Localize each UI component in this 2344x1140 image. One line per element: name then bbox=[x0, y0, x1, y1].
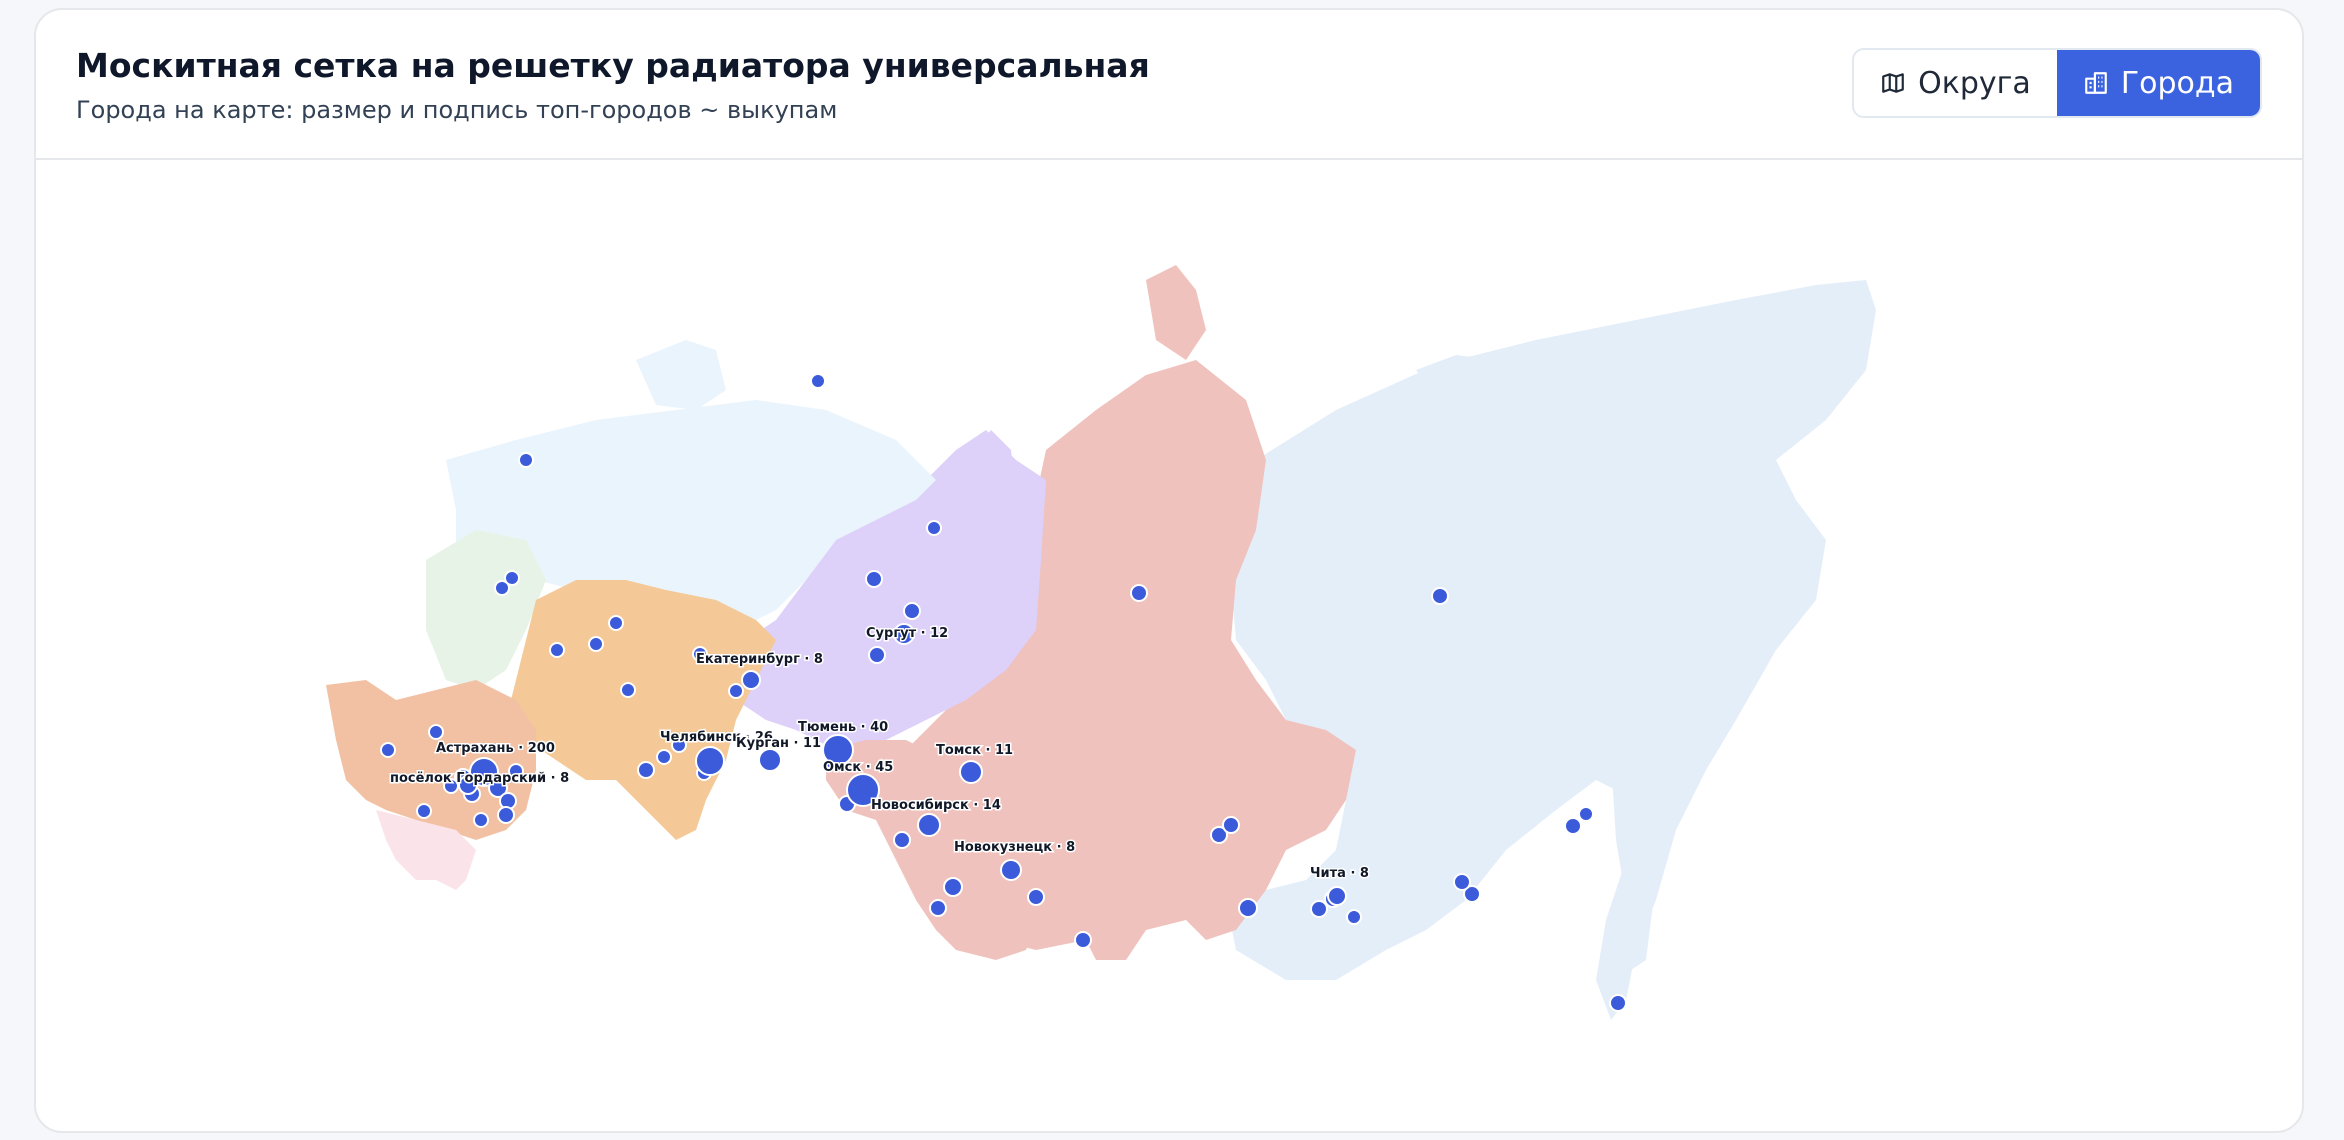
region-taymyr bbox=[1146, 265, 1206, 360]
view-toggle: Округа Города bbox=[1852, 48, 2262, 118]
city-label-tyumen: Тюмень · 40 bbox=[798, 720, 888, 735]
city-marker-chelyabinsk[interactable] bbox=[695, 746, 725, 776]
page-subtitle: Города на карте: размер и подпись топ-го… bbox=[76, 96, 838, 124]
city-marker[interactable] bbox=[1130, 584, 1148, 602]
city-marker[interactable] bbox=[929, 899, 947, 917]
city-label-chita: Чита · 8 bbox=[1310, 866, 1369, 881]
districts-button[interactable]: Округа bbox=[1854, 50, 2057, 116]
city-marker[interactable] bbox=[865, 570, 883, 588]
city-marker[interactable] bbox=[494, 580, 510, 596]
city-marker[interactable] bbox=[508, 763, 524, 779]
region-north-west bbox=[446, 400, 936, 630]
city-marker[interactable] bbox=[620, 682, 636, 698]
city-marker-ekaterinburg[interactable] bbox=[741, 670, 761, 690]
city-marker[interactable] bbox=[728, 683, 744, 699]
card-header: Москитная сетка на решетку радиатора уни… bbox=[36, 10, 2302, 160]
city-marker-novokuznetsk[interactable] bbox=[1000, 859, 1022, 881]
page-title: Москитная сетка на решетку радиатора уни… bbox=[76, 46, 1150, 85]
russia-map: Астрахань · 200 посёлок Гордарский · 8 Ека… bbox=[36, 160, 2302, 1131]
city-marker[interactable] bbox=[1609, 994, 1627, 1012]
city-marker-omsk[interactable] bbox=[846, 773, 880, 807]
region-kola bbox=[636, 340, 726, 410]
city-marker[interactable] bbox=[1222, 816, 1240, 834]
map-svg: Астрахань · 200 посёлок Гордарский · 8 Ека… bbox=[326, 265, 1876, 1020]
city-marker[interactable] bbox=[692, 646, 708, 662]
city-marker[interactable] bbox=[549, 642, 565, 658]
region-siberia-south bbox=[826, 740, 1046, 960]
city-marker[interactable] bbox=[473, 812, 489, 828]
city-marker[interactable] bbox=[1578, 806, 1594, 822]
region-north-west-green bbox=[426, 530, 546, 690]
region-central bbox=[506, 580, 776, 840]
region-sakhalin bbox=[1611, 740, 1656, 970]
city-marker[interactable] bbox=[416, 803, 432, 819]
city-marker[interactable] bbox=[943, 877, 963, 897]
city-marker[interactable] bbox=[1564, 817, 1582, 835]
city-label-surgut: Сургут · 12 bbox=[866, 626, 948, 641]
region-arctic-islands bbox=[1416, 340, 1576, 390]
city-marker[interactable] bbox=[588, 636, 604, 652]
city-marker-tyumen[interactable] bbox=[822, 734, 854, 766]
city-marker[interactable] bbox=[1310, 900, 1328, 918]
cities-label: Города bbox=[2120, 65, 2234, 101]
city-marker-tomsk[interactable] bbox=[959, 760, 983, 784]
city-marker[interactable] bbox=[428, 724, 444, 740]
region-south bbox=[326, 680, 536, 840]
city-marker[interactable] bbox=[656, 749, 672, 765]
city-label-astrakhan: Астрахань · 200 bbox=[436, 741, 555, 756]
city-marker[interactable] bbox=[671, 737, 687, 753]
city-marker[interactable] bbox=[497, 806, 515, 824]
city-marker[interactable] bbox=[1027, 888, 1045, 906]
region-chukotka bbox=[1816, 280, 1876, 340]
city-label-chelyabinsk: Челябинск · 26 bbox=[660, 730, 773, 745]
city-label-tomsk: Томск · 11 bbox=[936, 743, 1013, 758]
districts-label: Округа bbox=[1918, 65, 2031, 101]
city-marker[interactable] bbox=[608, 615, 624, 631]
city-marker[interactable] bbox=[893, 831, 911, 849]
city-marker[interactable] bbox=[443, 778, 459, 794]
map-card: Москитная сетка на решетку радиатора уни… bbox=[34, 8, 2304, 1133]
building-icon bbox=[2083, 70, 2109, 96]
region-yamal bbox=[966, 430, 1016, 520]
city-marker[interactable] bbox=[518, 452, 534, 468]
city-marker-surgut[interactable] bbox=[893, 623, 915, 645]
city-marker[interactable] bbox=[637, 761, 655, 779]
city-label-poselok: посёлок Гордарский · 8 bbox=[390, 771, 569, 786]
city-marker-poselok[interactable] bbox=[458, 775, 478, 795]
region-north-caucasus bbox=[376, 810, 476, 890]
region-ural bbox=[726, 430, 1046, 760]
city-marker[interactable] bbox=[926, 520, 942, 536]
city-marker-chita[interactable] bbox=[1327, 886, 1347, 906]
city-marker-kurgan[interactable] bbox=[758, 748, 782, 772]
city-marker[interactable] bbox=[1210, 826, 1228, 844]
city-marker[interactable] bbox=[504, 570, 520, 586]
city-label-novosibirsk: Новосибирск · 14 bbox=[871, 798, 1001, 813]
city-marker[interactable] bbox=[810, 373, 826, 389]
city-marker-astrakhan[interactable] bbox=[469, 757, 499, 787]
city-marker[interactable] bbox=[380, 742, 396, 758]
city-label-kurgan: Курган · 11 bbox=[736, 736, 821, 751]
cities-button[interactable]: Города bbox=[2056, 50, 2260, 116]
city-marker[interactable] bbox=[1238, 898, 1258, 918]
city-labels: Астрахань · 200 посёлок Гордарский · 8 Ека… bbox=[389, 625, 1371, 883]
city-marker[interactable] bbox=[903, 602, 921, 620]
city-label-ekaterinburg: Екатеринбург · 8 bbox=[696, 652, 823, 667]
city-marker[interactable] bbox=[868, 646, 886, 664]
city-marker[interactable] bbox=[1346, 909, 1362, 925]
city-marker[interactable] bbox=[1074, 931, 1092, 949]
region-far-east bbox=[1226, 285, 1876, 1020]
city-marker[interactable] bbox=[1463, 885, 1481, 903]
city-markers bbox=[380, 373, 1627, 1012]
city-label-novokuznetsk: Новокузнецк · 8 bbox=[954, 840, 1075, 855]
city-marker-novosibirsk[interactable] bbox=[917, 813, 941, 837]
map-icon bbox=[1880, 70, 1906, 96]
city-marker[interactable] bbox=[1431, 587, 1449, 605]
city-label-omsk: Омск · 45 bbox=[823, 760, 893, 775]
city-marker[interactable] bbox=[1453, 873, 1471, 891]
